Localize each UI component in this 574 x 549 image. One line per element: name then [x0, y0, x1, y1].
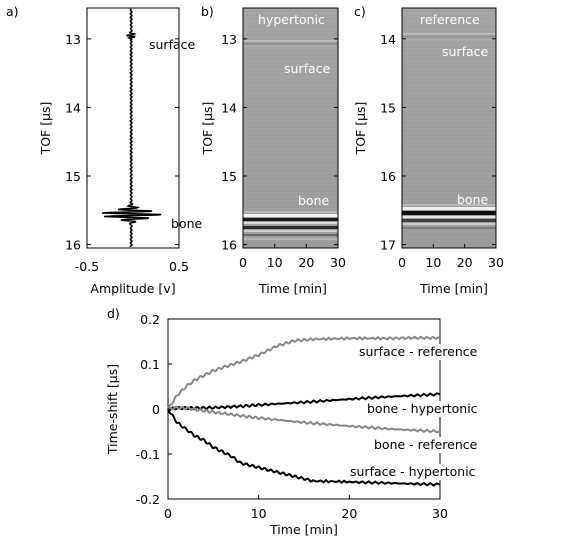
d-series-line [167, 335, 441, 410]
c-xtick-label: 20 [457, 255, 473, 270]
d-series-label: surface - hypertonic [350, 464, 476, 479]
b-echo-band [243, 234, 338, 236]
d-ytick-label: 0 [152, 402, 160, 417]
c-echo-band [402, 216, 496, 218]
d-series-label-bg [348, 464, 474, 480]
panel-d: 0.2 0.1 0 -0.1 -0.2 0 10 20 30 surface - refere… [105, 312, 498, 537]
panel-b-label: b) [201, 4, 214, 19]
panel-b-frame [242, 7, 339, 249]
c-annotation-surface: surface [442, 44, 489, 59]
b-xtick-label: 20 [298, 255, 314, 270]
d-xtick-label: 20 [341, 506, 357, 521]
c-xtick-label: 0 [398, 255, 406, 270]
c-ytick-label: 16 [380, 169, 396, 184]
a-ytick-label: 16 [65, 238, 81, 253]
b-heatmap-texture [243, 8, 338, 248]
panel-a-frame [86, 7, 180, 249]
c-echo-band [402, 227, 496, 229]
d-ytick-label: -0.1 [136, 447, 160, 462]
b-xtick-label: 0 [239, 255, 247, 270]
c-echo-band [402, 39, 496, 41]
d-ytick-label: 0.1 [140, 357, 160, 372]
c-echo-band [402, 211, 496, 215]
a-ylabel: TOF [µs] [38, 102, 53, 156]
d-xtick-label: 0 [164, 506, 172, 521]
d-series-label-bg [357, 344, 483, 360]
b-ytick-label: 14 [221, 100, 237, 115]
d-xlabel: Time [min] [269, 522, 338, 537]
b-echo-band [243, 222, 338, 224]
a-ytick-label: 14 [65, 100, 81, 115]
c-echo-band [402, 36, 496, 38]
b-xtick-label: 10 [267, 255, 283, 270]
c-ytick-label: 17 [380, 238, 396, 253]
c-echo-band [402, 204, 496, 206]
d-series-label-bg [372, 437, 498, 453]
d-ytick-label: -0.2 [136, 492, 160, 507]
a-annotation-surface: surface [149, 37, 196, 52]
c-echo-band [402, 219, 496, 222]
b-echo-band [243, 226, 338, 229]
a-xtick-label: -0.5 [75, 259, 99, 274]
b-ylabel: TOF [µs] [200, 102, 215, 156]
a-scan-waveform [102, 8, 162, 248]
b-annotation-bone: bone [298, 193, 330, 208]
c-ytick-label: 14 [380, 32, 396, 47]
d-series-label: bone - reference [374, 437, 478, 452]
b-annotation-surface: surface [284, 61, 331, 76]
panel-a-label: a) [6, 4, 19, 19]
b-xtick-label: 30 [330, 255, 346, 270]
d-ytick-label: 0.2 [140, 312, 160, 327]
d-series-label: surface - reference [359, 344, 478, 359]
c-echo-band [402, 207, 496, 210]
b-annotation-hypertonic: hypertonic [258, 12, 325, 27]
d-xtick-label: 10 [251, 506, 267, 521]
panel-b: 13 14 15 16 0 10 20 30 hypertonic surface bone… [200, 7, 346, 296]
c-ytick-label: 15 [380, 100, 396, 115]
a-ytick-label: 15 [65, 169, 81, 184]
c-echo-band [402, 223, 496, 225]
b-ytick-label: 13 [221, 32, 237, 47]
c-xlabel: Time [min] [419, 281, 488, 296]
panel-c-label: c) [354, 4, 366, 19]
c-xtick-label: 30 [488, 255, 504, 270]
d-xtick-label: 30 [432, 506, 448, 521]
b-ytick-label: 15 [221, 169, 237, 184]
c-annotation-reference: reference [420, 12, 480, 27]
c-xtick-label: 10 [425, 255, 441, 270]
c-annotation-bone: bone [457, 192, 489, 207]
a-ytick-label: 13 [65, 32, 81, 47]
a-xlabel: Amplitude [v] [90, 281, 175, 296]
c-ylabel: TOF [µs] [353, 102, 368, 156]
panel-a: 13 14 15 16 -0.5 0.5 surface bone Amplitude … [38, 7, 203, 296]
b-echo-band [243, 43, 338, 45]
b-echo-band [243, 40, 338, 42]
d-series-line [167, 405, 441, 434]
b-echo-band [243, 218, 338, 221]
b-xlabel: Time [min] [258, 281, 327, 296]
a-annotation-bone: bone [171, 216, 203, 231]
a-xtick-label: 0.5 [169, 259, 189, 274]
panel-c-frame [401, 7, 497, 249]
b-echo-band [243, 214, 338, 217]
b-echo-band [243, 46, 338, 48]
b-echo-band [243, 211, 338, 213]
b-echo-band [243, 238, 338, 240]
b-ytick-label: 16 [221, 238, 237, 253]
panel-d-label: d) [107, 306, 120, 321]
d-ylabel: Time-shift [µs] [105, 364, 120, 455]
c-echo-band [402, 33, 496, 35]
d-series-label: bone - hypertonic [367, 401, 478, 416]
d-series-line [167, 408, 441, 487]
b-echo-band [243, 230, 338, 232]
d-series-label-bg [365, 401, 491, 417]
